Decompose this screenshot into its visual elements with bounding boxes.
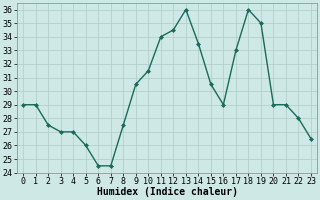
X-axis label: Humidex (Indice chaleur): Humidex (Indice chaleur) xyxy=(97,187,237,197)
